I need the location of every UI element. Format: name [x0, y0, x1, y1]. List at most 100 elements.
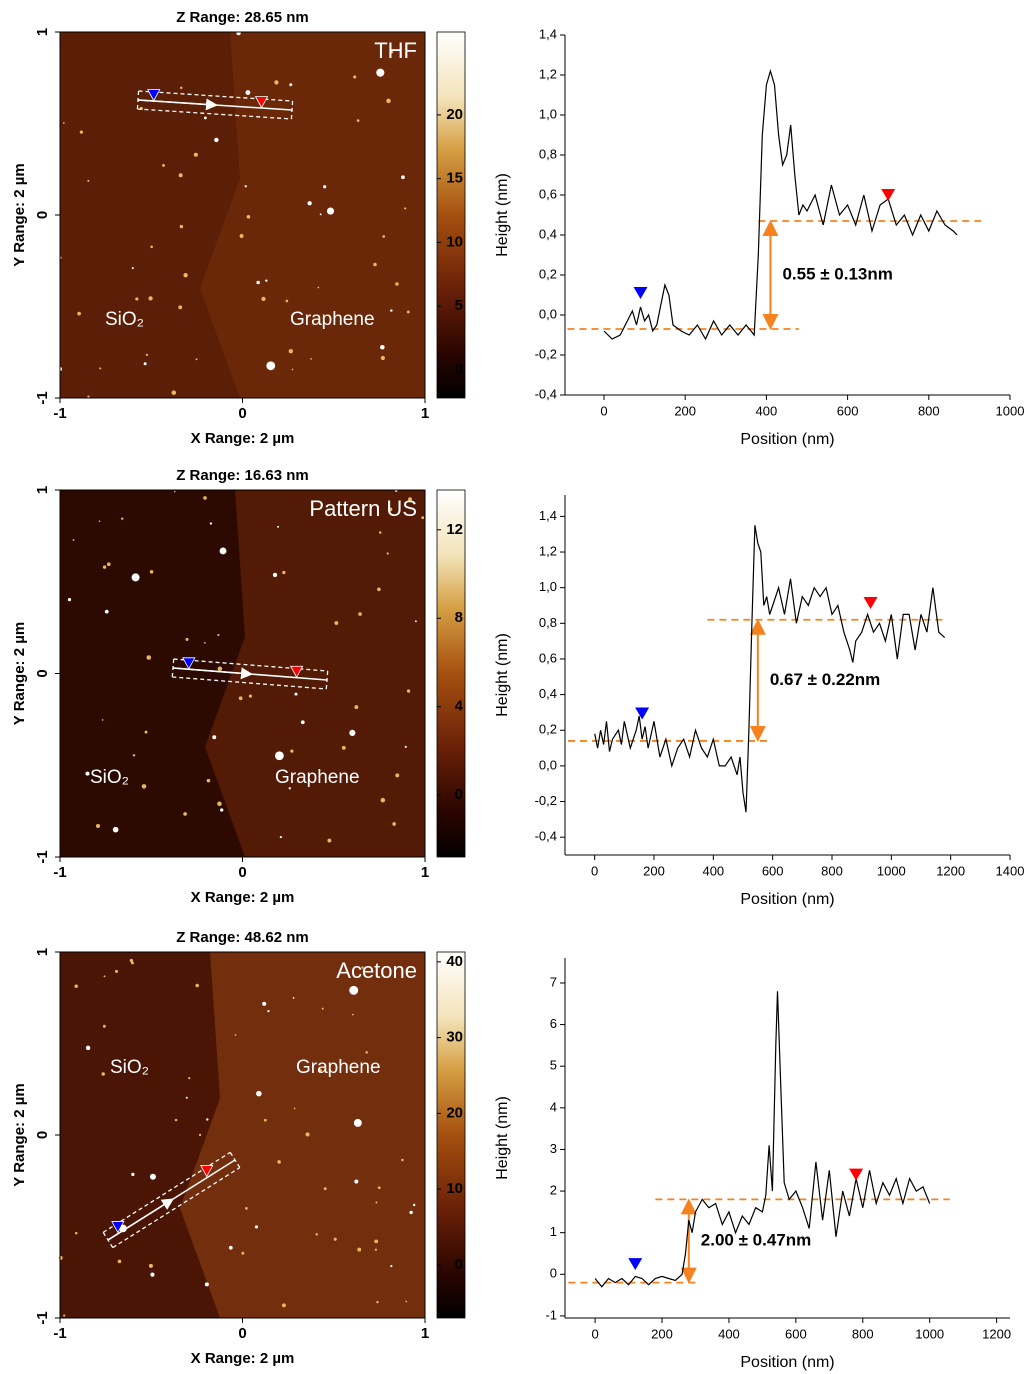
y-tick-label: 0	[34, 211, 51, 219]
image-title: Z Range: 28.65 nm	[176, 9, 309, 26]
region-label: Graphene	[296, 1057, 381, 1078]
particle	[103, 975, 106, 978]
particle	[361, 966, 364, 969]
particle	[150, 245, 153, 249]
colorbar-tick-label: 40	[446, 953, 463, 970]
step-annotation: 0.67 ± 0.22nm	[770, 670, 880, 689]
profile-marker	[849, 1168, 864, 1181]
particle	[219, 547, 227, 555]
particle	[386, 552, 389, 555]
particle	[179, 224, 184, 229]
particle	[319, 213, 322, 216]
x-tick-label: -1	[53, 864, 66, 881]
particle	[234, 1034, 237, 1036]
y-axis-label: Y Range: 2 µm	[11, 163, 28, 266]
particle	[67, 598, 72, 602]
y-tick-label: 1,4	[539, 508, 557, 523]
y-tick-label: 1	[550, 1224, 557, 1239]
particle	[377, 1186, 381, 1190]
particle	[144, 730, 148, 734]
y-axis-label: Height (nm)	[494, 1096, 511, 1180]
x-tick-label: 1200	[982, 1326, 1011, 1341]
particle	[256, 280, 260, 285]
particle	[262, 1001, 267, 1006]
particle	[146, 655, 152, 660]
y-axis-label: Height (nm)	[494, 633, 511, 717]
particle	[277, 1160, 281, 1164]
particle	[101, 1072, 105, 1076]
x-tick-label: 400	[718, 1326, 740, 1341]
colorbar	[436, 31, 466, 399]
particle	[131, 1172, 135, 1177]
particle	[145, 353, 149, 356]
scan-marker	[147, 89, 161, 102]
x-tick-label: 600	[762, 863, 784, 878]
particle	[246, 214, 251, 219]
colorbar-tick-label: 15	[446, 170, 463, 187]
particle	[395, 282, 399, 286]
particle	[185, 1096, 188, 1099]
x-tick-label: 200	[651, 1326, 673, 1341]
y-tick-label: 0,4	[539, 226, 557, 241]
particle	[409, 1210, 413, 1215]
particle	[217, 666, 223, 671]
particle	[244, 185, 247, 188]
x-tick-label: 0	[591, 863, 598, 878]
particle	[117, 1259, 122, 1264]
particle	[212, 735, 217, 740]
particle	[408, 497, 412, 502]
particle	[228, 1245, 233, 1250]
y-tick-label: -0,4	[535, 386, 557, 401]
particle	[279, 836, 282, 839]
particle	[390, 50, 394, 54]
particle	[281, 1303, 286, 1308]
particle	[178, 305, 183, 310]
particle	[352, 1013, 354, 1016]
particle	[135, 297, 139, 301]
particle	[62, 121, 65, 124]
scan-arrow	[137, 98, 218, 111]
particle	[291, 368, 294, 371]
x-tick-label: 1200	[936, 863, 965, 878]
graphene-region	[180, 952, 425, 1318]
colorbar-tick-label: 4	[455, 698, 464, 715]
particle	[265, 279, 268, 282]
x-tick-label: 1	[421, 864, 429, 881]
y-tick-label: 0,8	[539, 615, 557, 630]
y-tick-label: 4	[550, 1099, 557, 1114]
particle	[378, 531, 382, 534]
particle	[323, 1187, 327, 1191]
particle	[310, 357, 312, 360]
particle	[288, 787, 291, 790]
particle	[102, 1024, 106, 1028]
y-axis-label: Height (nm)	[494, 173, 511, 257]
x-tick-label: 200	[674, 403, 696, 418]
x-tick-label: 800	[852, 1326, 874, 1341]
colorbar-tick-label: 10	[446, 233, 463, 250]
particle	[217, 633, 220, 637]
particle	[307, 201, 312, 206]
y-tick-label: 7	[550, 974, 557, 989]
y-tick-label: -0,4	[535, 829, 557, 844]
particle	[354, 705, 359, 710]
x-axis-label: X Range: 2 µm	[191, 889, 295, 906]
particle	[256, 1090, 262, 1097]
image-label: Acetone	[336, 958, 417, 983]
y-tick-label: -0,2	[535, 793, 557, 808]
y-tick-label: 1	[34, 28, 51, 36]
particle	[274, 751, 284, 761]
particle	[376, 1300, 379, 1304]
particle	[87, 395, 90, 398]
particle	[112, 826, 119, 833]
particle	[414, 620, 417, 623]
profile-marker	[633, 287, 648, 299]
profile-line	[594, 991, 931, 1288]
particle	[327, 838, 332, 843]
particle	[341, 745, 346, 750]
y-tick-label: 1,2	[539, 66, 557, 81]
scan-marker	[254, 96, 269, 109]
x-tick-label: 0	[600, 403, 607, 418]
particle	[390, 309, 393, 312]
particle	[150, 1272, 155, 1277]
y-tick-label: 2	[550, 1183, 557, 1198]
